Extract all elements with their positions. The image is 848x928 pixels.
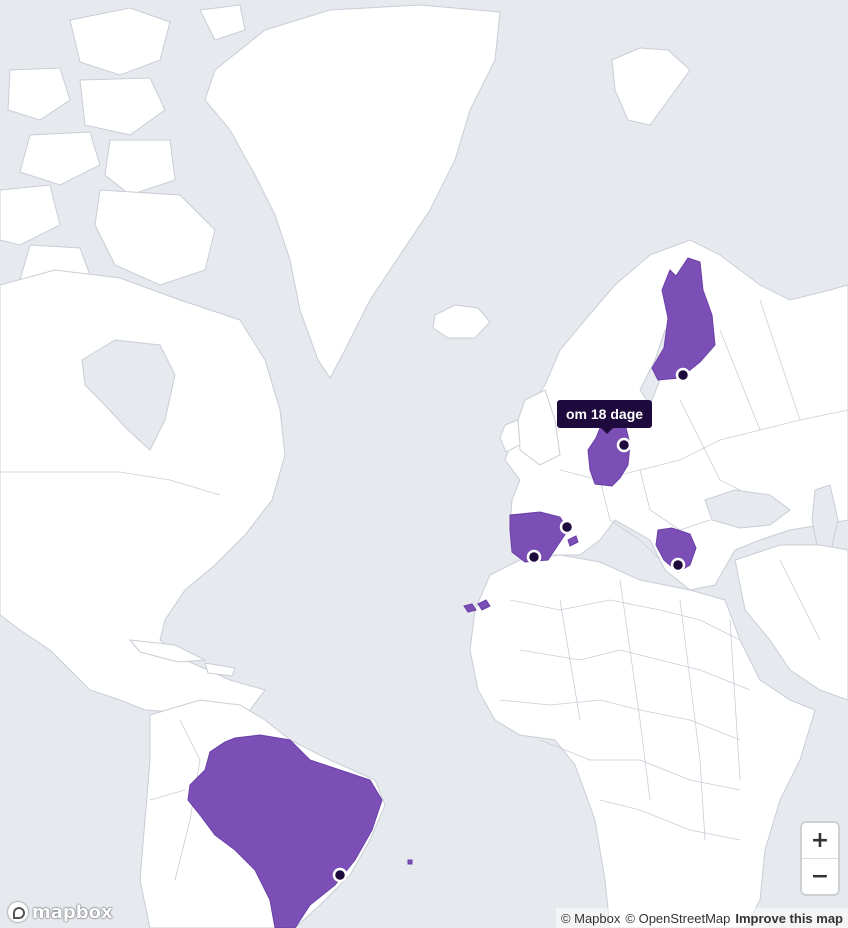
marker-helsinki[interactable] (675, 367, 691, 383)
greece-shape[interactable] (655, 527, 697, 573)
improve-map-link[interactable]: Improve this map (735, 910, 843, 926)
marker-barcelona[interactable] (559, 519, 575, 535)
mapbox-logo[interactable]: mapbox (8, 900, 113, 924)
marker-berlin[interactable] (616, 437, 632, 453)
finland-shape[interactable] (651, 257, 716, 381)
map-markers[interactable] (332, 367, 691, 883)
black-sea (704, 489, 791, 529)
map-attribution: © Mapbox © OpenStreetMap Improve this ma… (555, 908, 848, 928)
attribution-osm-link[interactable]: © OpenStreetMap (625, 910, 731, 926)
marker-tooltip: om 18 dage (557, 400, 653, 434)
mapbox-logo-text: mapbox (32, 901, 113, 923)
canary-islands-shape[interactable] (463, 599, 491, 613)
ireland (499, 419, 521, 453)
marker-rio-de-janeiro[interactable] (332, 867, 348, 883)
zoom-out-button[interactable]: − (802, 858, 838, 894)
middle-east (734, 544, 848, 701)
svalbard (611, 47, 691, 126)
hudson-bay (81, 339, 176, 451)
iceland (432, 304, 491, 339)
marker-malaga[interactable] (526, 549, 542, 565)
zoom-control: + − (802, 823, 838, 894)
spain-shape[interactable] (509, 511, 569, 563)
marker-athens[interactable] (670, 557, 686, 573)
greenland (204, 4, 501, 379)
mapbox-logo-icon (8, 902, 28, 922)
zoom-in-button[interactable]: + (810, 828, 830, 853)
brazil-shape[interactable] (187, 734, 383, 928)
attribution-mapbox-link[interactable]: © Mapbox (560, 910, 621, 926)
